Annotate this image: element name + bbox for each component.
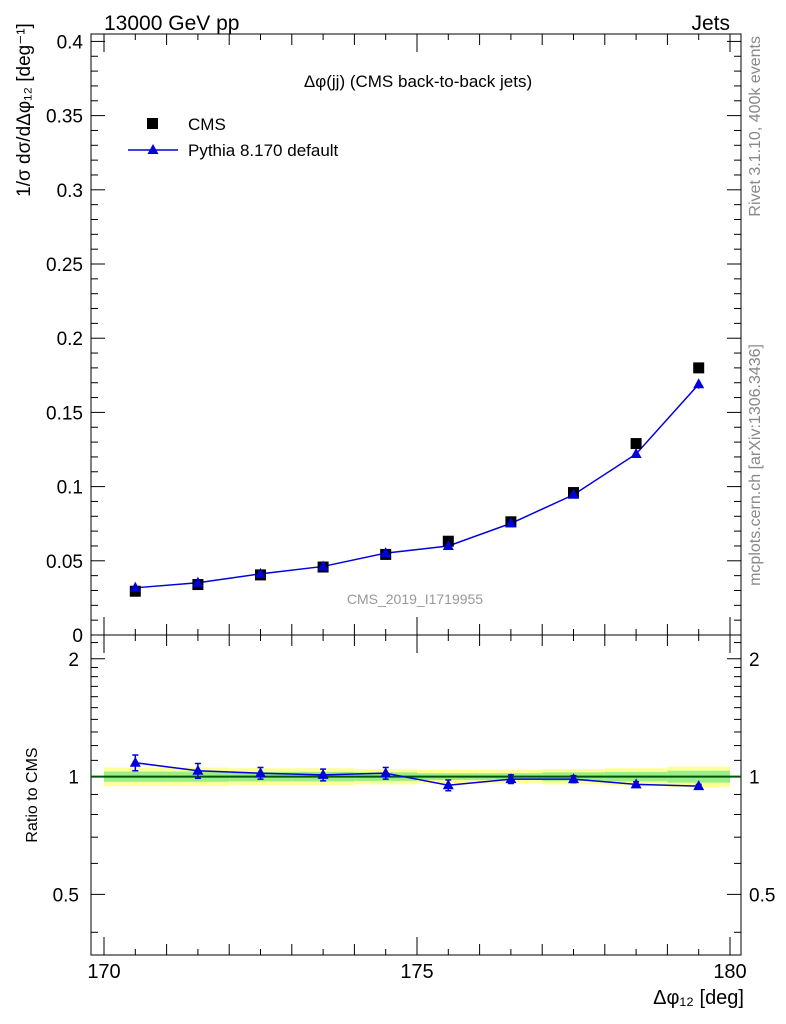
mc-point: [505, 517, 517, 528]
ratio-point: [630, 778, 642, 789]
mc-point: [630, 447, 642, 458]
mc-point: [568, 488, 579, 499]
y-tick-label: 0.2: [57, 329, 83, 350]
ratio-point: [255, 767, 266, 778]
ratio-point: [505, 773, 517, 784]
ratio-tick-label: 0.5: [53, 885, 79, 906]
y-tick-label: 0.15: [46, 403, 83, 424]
y-tick-label: 0.1: [57, 478, 83, 499]
ratio-point: [380, 767, 392, 778]
mcplots-label: mcplots.cern.ch [arXiv:1306.3436]: [747, 344, 764, 586]
main-ylabel-text: 1/σ dσ/dΔφ₁₂ [deg⁻¹]: [14, 23, 35, 197]
header-left: 13000 GeV pp: [104, 12, 239, 35]
ratio-point: [442, 779, 454, 790]
mc-line: [135, 383, 700, 589]
x-tick-label: 175: [400, 961, 433, 983]
y-tick-label: 0.3: [57, 181, 83, 202]
plot-title: Δφ(jj) (CMS back-to-back jets): [304, 72, 532, 91]
mc-point: [380, 547, 392, 558]
ratio-point: [317, 768, 329, 779]
ratio-tick-label-right: 2: [749, 650, 760, 671]
main-series: [129, 362, 705, 597]
ratio-ylabel: Ratio to CMS: [24, 747, 41, 842]
x-tick-label: 180: [713, 961, 746, 983]
legend-cms-label: CMS: [188, 115, 226, 134]
y-tick-label: 0.4: [57, 32, 84, 53]
x-ticks: 170 175 180: [87, 34, 747, 983]
mc-point: [317, 560, 329, 571]
mc-point: [129, 581, 141, 592]
mc-point: [192, 576, 204, 587]
ratio-y-ticks: 0.5 0.5 1 1 2 2: [53, 642, 775, 933]
x-tick-label: 170: [87, 961, 120, 983]
mc-point: [693, 378, 705, 389]
y-tick-label: 0.35: [46, 107, 83, 128]
legend: CMS Pythia 8.170 default: [128, 115, 339, 160]
analysis-watermark: CMS_2019_I1719955: [347, 591, 483, 607]
legend-mc-label: Pythia 8.170 default: [188, 141, 339, 160]
ratio-tick-label: 1: [68, 768, 79, 789]
ratio-tick-label-right: 0.5: [749, 885, 775, 906]
y-tick-label: 0.05: [46, 552, 83, 573]
mc-point: [255, 567, 266, 578]
main-ylabel: 1/σ dσ/dΔφ₁₂ [deg⁻¹]: [14, 23, 35, 197]
header-right: Jets: [691, 12, 730, 35]
x-axis-title: Δφ₁₂ [deg]: [653, 987, 744, 1009]
mc-point: [442, 539, 454, 550]
legend-mc-marker: [147, 144, 159, 154]
ratio-panel-frame: [90, 634, 742, 956]
rivet-label: Rivet 3.1.10, 400k events: [747, 36, 764, 217]
main-y-ticks: 0 0.05 0.1 0.15 0.2 0.25 0.3 0.35 0.4: [46, 32, 741, 647]
y-tick-label: 0.25: [46, 255, 83, 276]
ratio-line: [135, 761, 699, 787]
legend-cms-marker: [147, 118, 158, 129]
ratio-series: [129, 754, 705, 792]
ratio-point: [568, 773, 579, 784]
cms-point: [630, 438, 642, 450]
cms-point: [693, 362, 705, 374]
y-tick-label: 0: [72, 626, 83, 647]
ratio-point: [693, 780, 705, 791]
ratio-tick-label: 2: [68, 650, 79, 671]
ratio-point: [192, 764, 204, 775]
ratio-point: [129, 756, 141, 767]
ratio-tick-label-right: 1: [749, 768, 760, 789]
